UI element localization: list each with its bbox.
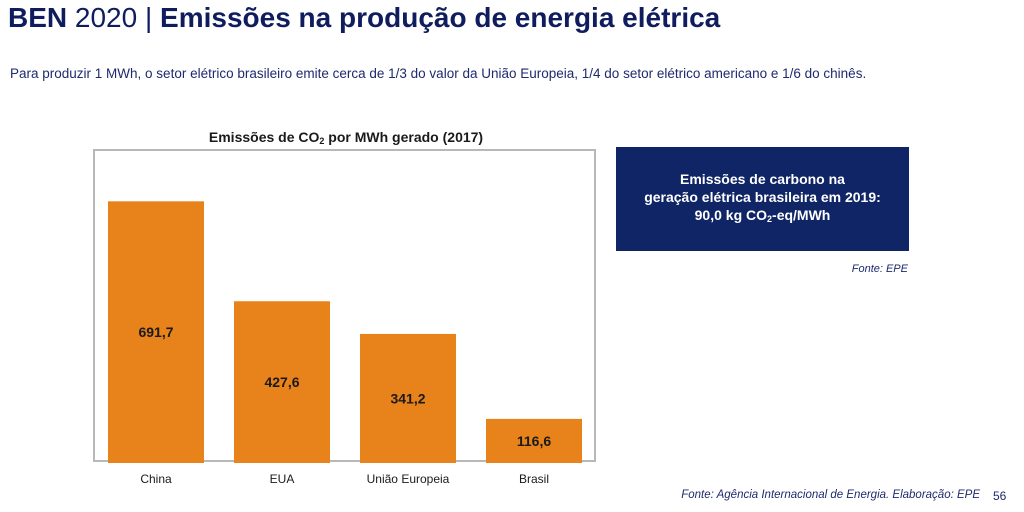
category-label: Brasil [519,472,549,486]
bar-value-label: 341,2 [390,390,425,406]
bar-value-label: 691,7 [138,324,173,340]
bar-value-label: 116,6 [517,433,551,449]
bar-brasil [486,418,582,463]
category-label: China [140,472,172,486]
chart-title: Emissões de CO2 por MWh gerado (2017) [93,129,599,146]
page-title: BEN 2020 | Emissões na produção de energ… [8,2,720,34]
title-year: 2020 | [67,2,161,33]
chart-title-before: Emissões de CO [208,129,320,145]
bar-eua [234,301,330,463]
category-label: EUA [270,472,295,486]
bar-china [108,201,204,463]
source-epe: Fonte: EPE [851,263,908,275]
info-line-1: Emissões de carbono na [680,171,845,187]
bar-união-europeia [360,333,456,463]
chart-title-after: por MWh gerado (2017) [324,129,484,145]
title-rest: Emissões na produção de energia elétrica [160,2,721,33]
info-line-2: geração elétrica brasileira em 2019: [644,189,881,205]
chart-title-sub: 2 [319,136,325,146]
info-line-3-after: -eq/MWh [772,207,831,223]
info-line-3-sub: 2 [767,214,773,224]
bar-value-label: 427,6 [264,374,299,390]
info-line-3-before: 90,0 kg CO [694,207,768,223]
info-line-3: 90,0 kg CO2-eq/MWh [695,206,831,228]
title-bold: BEN [8,2,68,33]
category-label: União Europeia [367,472,450,486]
page-subtitle: Para produzir 1 MWh, o setor elétrico br… [10,66,867,81]
info-box: Emissões de carbono na geração elétrica … [616,147,909,251]
source-note: Fonte: Agência Internacional de Energia.… [681,489,980,501]
page-number: 56 [993,489,1007,503]
